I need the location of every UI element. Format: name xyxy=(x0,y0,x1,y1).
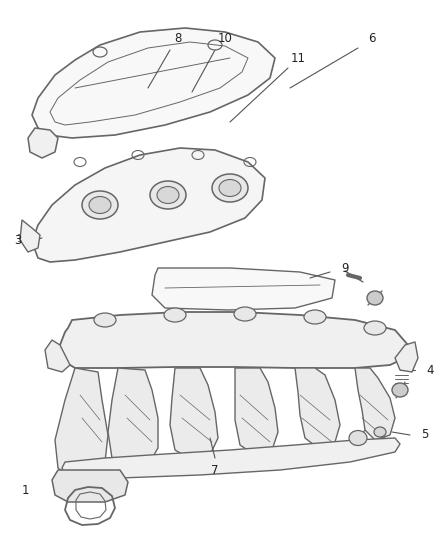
Polygon shape xyxy=(62,438,400,478)
Polygon shape xyxy=(28,128,58,158)
Text: 9: 9 xyxy=(341,262,349,274)
Polygon shape xyxy=(52,470,128,502)
Ellipse shape xyxy=(374,427,386,437)
Polygon shape xyxy=(152,268,335,310)
Ellipse shape xyxy=(150,181,186,209)
Ellipse shape xyxy=(349,431,367,446)
Ellipse shape xyxy=(89,197,111,214)
Text: 4: 4 xyxy=(426,364,434,376)
Text: 7: 7 xyxy=(211,464,219,477)
Polygon shape xyxy=(170,368,218,460)
Ellipse shape xyxy=(219,180,241,197)
Polygon shape xyxy=(60,312,408,368)
Ellipse shape xyxy=(234,307,256,321)
Ellipse shape xyxy=(367,291,383,305)
Text: 10: 10 xyxy=(218,31,233,44)
Ellipse shape xyxy=(82,191,118,219)
Ellipse shape xyxy=(304,310,326,324)
Polygon shape xyxy=(235,368,278,455)
Polygon shape xyxy=(32,28,275,138)
Text: 1: 1 xyxy=(21,483,29,497)
Ellipse shape xyxy=(164,308,186,322)
Ellipse shape xyxy=(212,174,248,202)
Polygon shape xyxy=(395,342,418,372)
Text: 5: 5 xyxy=(421,429,429,441)
Text: 3: 3 xyxy=(14,233,22,246)
Text: 11: 11 xyxy=(290,52,305,64)
Polygon shape xyxy=(32,148,265,262)
Polygon shape xyxy=(55,368,108,480)
Polygon shape xyxy=(108,368,158,468)
Ellipse shape xyxy=(94,313,116,327)
Text: 8: 8 xyxy=(174,31,182,44)
Text: 6: 6 xyxy=(368,31,376,44)
Ellipse shape xyxy=(392,383,408,397)
Ellipse shape xyxy=(364,321,386,335)
Polygon shape xyxy=(20,220,40,252)
Polygon shape xyxy=(355,368,395,440)
Polygon shape xyxy=(295,368,340,448)
Polygon shape xyxy=(45,340,70,372)
Ellipse shape xyxy=(157,187,179,204)
